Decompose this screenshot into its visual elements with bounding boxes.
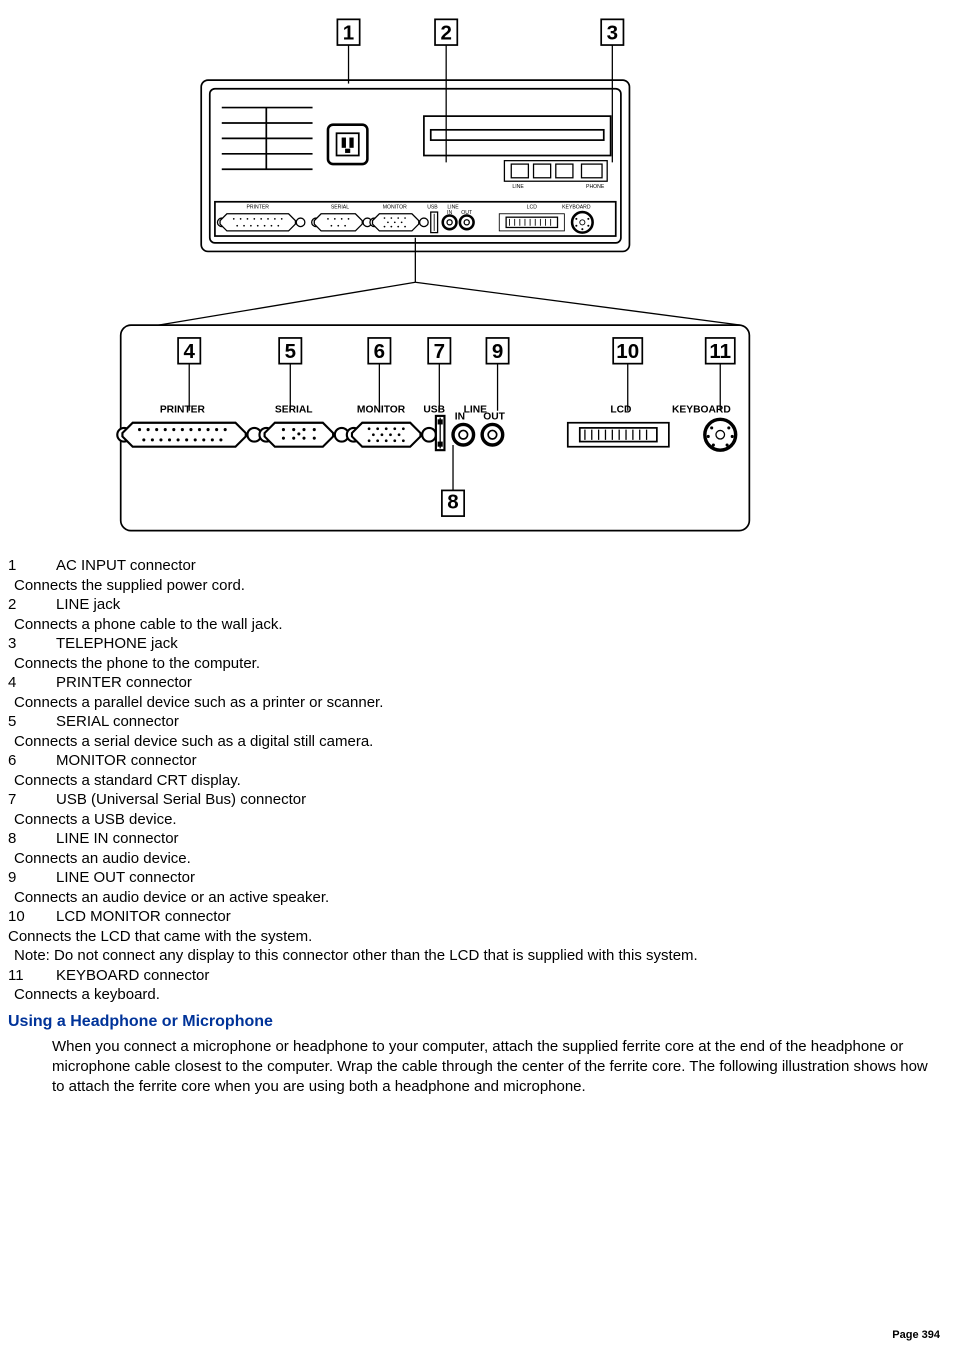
connector-number: 4 <box>8 673 56 693</box>
connector-title: MONITOR connector <box>56 752 197 769</box>
svg-text:4: 4 <box>184 340 196 363</box>
svg-text:9: 9 <box>492 340 503 363</box>
connector-number: 9 <box>8 868 56 888</box>
connector-list: 1AC INPUT connectorConnects the supplied… <box>8 556 946 1005</box>
svg-text:KEYBOARD: KEYBOARD <box>672 404 731 415</box>
connector-description: Connects the phone to the computer. <box>14 654 946 674</box>
computer-rear-view: LINE PHONE PRINTERSERIALMONITORUSBLINEIN… <box>201 80 629 251</box>
svg-text:8: 8 <box>447 491 458 514</box>
connector-description: Connects an audio device. <box>14 849 946 869</box>
svg-text:USB: USB <box>423 404 445 415</box>
connector-description: Connects a phone cable to the wall jack. <box>14 615 946 635</box>
svg-text:LCD: LCD <box>527 205 538 211</box>
svg-text:MONITOR: MONITOR <box>383 205 407 211</box>
connector-number: 2 <box>8 595 56 615</box>
svg-text:2: 2 <box>440 21 451 44</box>
connector-description: Connects an audio device or an active sp… <box>14 888 946 908</box>
svg-text:OUT: OUT <box>483 411 505 422</box>
connector-description: Connects a keyboard. <box>14 985 946 1005</box>
svg-text:PRINTER: PRINTER <box>160 404 206 415</box>
connector-number: 8 <box>8 829 56 849</box>
connector-title: LINE OUT connector <box>56 869 195 886</box>
connector-title-row: 9LINE OUT connector <box>8 868 946 888</box>
connector-description: Connects a serial device such as a digit… <box>14 732 946 752</box>
connector-title-row: 4PRINTER connector <box>8 673 946 693</box>
svg-text:1: 1 <box>343 21 354 44</box>
connector-title: TELEPHONE jack <box>56 635 178 652</box>
svg-text:10: 10 <box>616 340 639 363</box>
svg-text:PHONE: PHONE <box>586 184 605 190</box>
svg-text:MONITOR: MONITOR <box>357 404 406 415</box>
connector-description: Connects a parallel device such as a pri… <box>14 693 946 713</box>
connector-number: 10 <box>8 907 56 927</box>
connector-number: 5 <box>8 712 56 732</box>
connector-description: Connects the supplied power cord. <box>14 576 946 596</box>
section-body: When you connect a microphone or headpho… <box>52 1037 934 1098</box>
svg-text:SERIAL: SERIAL <box>275 404 313 415</box>
connector-title-row: 7USB (Universal Serial Bus) connector <box>8 790 946 810</box>
connector-title: LCD MONITOR connector <box>56 908 231 925</box>
connector-title-row: 3TELEPHONE jack <box>8 634 946 654</box>
svg-text:USB: USB <box>427 205 438 211</box>
connector-title-row: 6MONITOR connector <box>8 751 946 771</box>
svg-text:SERIAL: SERIAL <box>331 205 349 211</box>
svg-text:6: 6 <box>374 340 385 363</box>
svg-text:7: 7 <box>434 340 445 363</box>
section-heading: Using a Headphone or Microphone <box>8 1013 946 1031</box>
connector-note: Note: Do not connect any display to this… <box>14 946 946 966</box>
connector-title-row: 11KEYBOARD connector <box>8 966 946 986</box>
connector-title-row: 2LINE jack <box>8 595 946 615</box>
connector-title: SERIAL connector <box>56 713 179 730</box>
connector-title: USB (Universal Serial Bus) connector <box>56 791 306 808</box>
connector-number: 1 <box>8 556 56 576</box>
connector-description: Connects a USB device. <box>14 810 946 830</box>
connector-number: 7 <box>8 790 56 810</box>
document-page: LINE PHONE PRINTERSERIALMONITORUSBLINEIN… <box>0 0 954 1127</box>
svg-text:PRINTER: PRINTER <box>246 205 269 211</box>
connector-description: Connects the LCD that came with the syst… <box>8 927 946 947</box>
svg-text:IN: IN <box>455 411 465 422</box>
connector-number: 11 <box>8 966 56 986</box>
rear-panel-diagram: LINE PHONE PRINTERSERIALMONITORUSBLINEIN… <box>107 8 847 548</box>
svg-text:5: 5 <box>285 340 296 363</box>
svg-text:11: 11 <box>709 340 731 363</box>
svg-text:KEYBOARD: KEYBOARD <box>562 205 591 211</box>
connector-title: LINE jack <box>56 596 120 613</box>
connector-title-row: 8LINE IN connector <box>8 829 946 849</box>
svg-text:3: 3 <box>607 21 618 44</box>
connector-title: AC INPUT connector <box>56 557 196 574</box>
svg-text:LINE: LINE <box>512 184 524 190</box>
connector-number: 3 <box>8 634 56 654</box>
page-number: Page 394 <box>892 1329 940 1341</box>
connector-description: Connects a standard CRT display. <box>14 771 946 791</box>
connector-number: 6 <box>8 751 56 771</box>
connector-title-row: 10LCD MONITOR connector <box>8 907 946 927</box>
connector-title: PRINTER connector <box>56 674 192 691</box>
connector-title: LINE IN connector <box>56 830 179 847</box>
connector-title-row: 5SERIAL connector <box>8 712 946 732</box>
connector-title-row: 1AC INPUT connector <box>8 556 946 576</box>
connector-title: KEYBOARD connector <box>56 967 209 984</box>
